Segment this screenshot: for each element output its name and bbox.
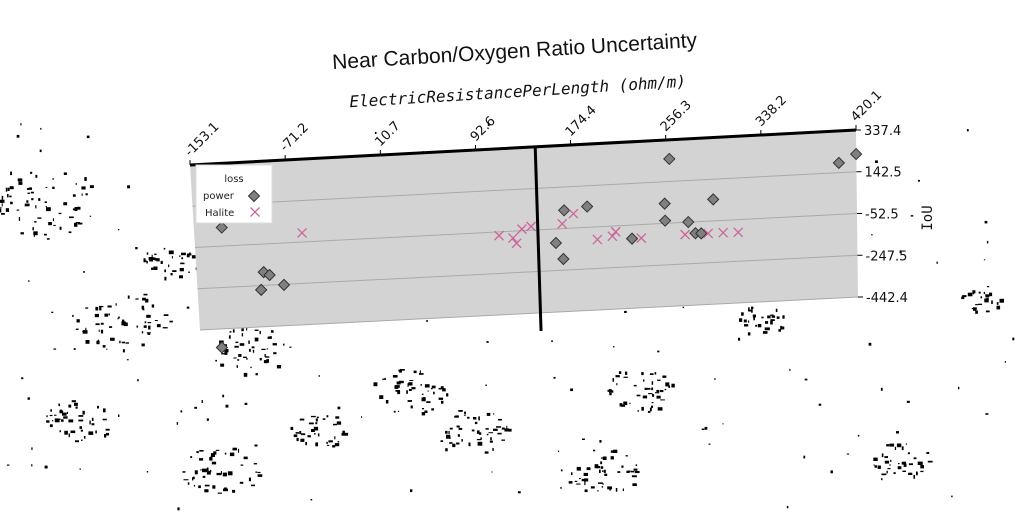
data-points (215, 147, 863, 354)
x-tick-label: 420.1 (848, 88, 885, 125)
data-point-halite (494, 230, 504, 241)
data-point-halite (297, 228, 308, 238)
data-point-halite (516, 224, 527, 235)
data-point-power (215, 221, 228, 234)
x-tick-label: 256.3 (658, 98, 695, 135)
x-tick-label: 10.7 (373, 119, 404, 150)
data-point-power (695, 227, 708, 240)
data-point-halite (607, 231, 618, 242)
data-point-power (625, 232, 639, 245)
grid-line (199, 296, 859, 331)
data-point-halite (610, 226, 621, 237)
data-point-halite (508, 233, 518, 244)
data-point-power (263, 268, 276, 282)
legend-marker-halite (250, 207, 260, 217)
grid-line (194, 213, 858, 248)
vertical-reference-line (533, 146, 543, 331)
x-tick-label: 338.2 (753, 93, 790, 130)
x-tick-label: -71.2 (277, 120, 311, 154)
data-point-power (557, 252, 570, 266)
grid-line (197, 254, 858, 290)
data-point-halite (680, 229, 691, 240)
data-point-power (682, 215, 695, 229)
data-point-power (557, 204, 571, 217)
data-point-power (849, 147, 863, 161)
legend-title: loss (224, 174, 243, 185)
data-point-power (254, 283, 268, 297)
legend: loss power Halite (195, 164, 273, 224)
data-point-power (658, 197, 671, 210)
data-point-power (215, 341, 229, 354)
legend-label-halite: Halite (205, 208, 234, 219)
data-point-halite (718, 227, 729, 238)
data-point-power (580, 200, 594, 213)
x-tick-label: -153.1 (182, 120, 222, 160)
y-tick-label: 142.5 (864, 166, 901, 181)
x-tick-label: 92.6 (468, 114, 499, 145)
data-point-power (663, 152, 676, 166)
legend-label-power: power (203, 191, 235, 202)
y-tick-label: -52.5 (865, 208, 899, 223)
grid-lines (192, 171, 859, 331)
data-point-power (706, 193, 720, 206)
grid-line (192, 171, 857, 207)
data-point-halite (526, 221, 537, 232)
y-tick-label: 337.4 (864, 124, 901, 139)
legend-marker-power (247, 189, 261, 203)
data-point-power (658, 214, 672, 227)
y-axis-label: IoU (920, 205, 936, 230)
data-point-halite (703, 228, 714, 239)
legend-box (195, 164, 273, 224)
y-tick-label: -247.5 (866, 249, 908, 264)
data-point-halite (557, 218, 568, 229)
x-tick-label: 174.4 (563, 103, 600, 140)
data-point-power (277, 278, 291, 292)
x-axis-label: ElectricResistancePerLength (ohm/m) (349, 72, 687, 112)
data-point-power (832, 156, 846, 170)
data-point-halite (511, 238, 522, 249)
y-ticks: 337.4 142.5 -52.5 -247.5 -442.4 (856, 124, 908, 306)
data-point-power (549, 236, 563, 250)
y-tick-label: -442.4 (866, 291, 908, 306)
data-point-halite (592, 234, 603, 245)
data-point-halite (636, 233, 647, 244)
chart-title: Near Carbon/Oxygen Ratio Uncertainty (332, 29, 699, 74)
data-point-halite (733, 227, 744, 238)
data-point-halite (568, 208, 579, 219)
top-spine (189, 128, 857, 167)
